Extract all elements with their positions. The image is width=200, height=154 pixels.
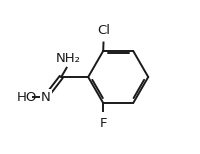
- Text: F: F: [99, 117, 106, 130]
- Text: NH₂: NH₂: [56, 52, 81, 65]
- Text: N: N: [41, 91, 50, 103]
- Text: Cl: Cl: [97, 24, 110, 37]
- Text: HO: HO: [16, 91, 37, 103]
